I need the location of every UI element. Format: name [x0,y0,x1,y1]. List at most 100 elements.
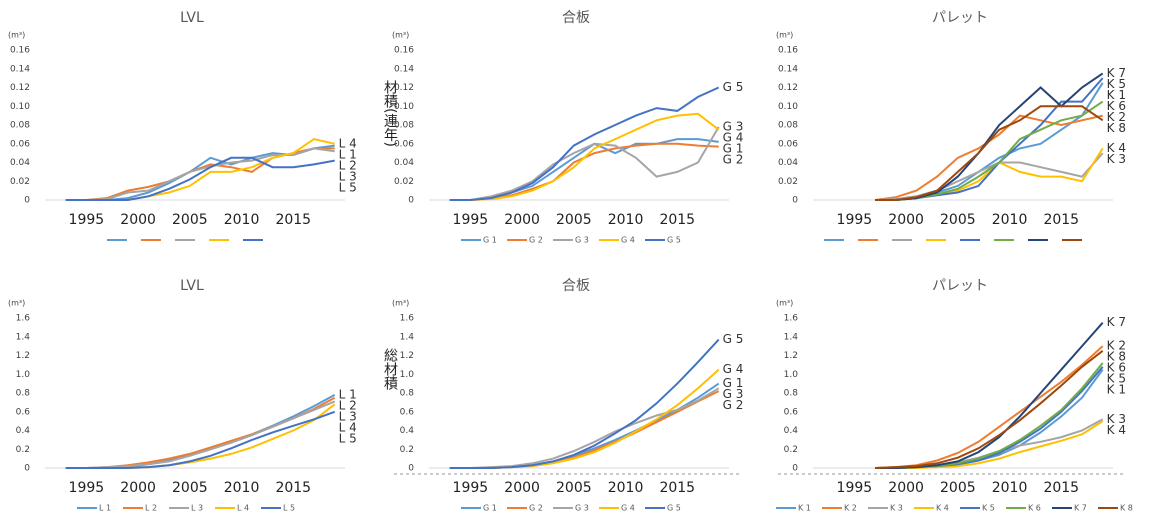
x-tick-label: 2015 [275,480,311,496]
legend-label: G 4 [621,236,635,245]
legend-label: G 2 [529,504,543,513]
y-tick-label: 0.02 [10,177,30,187]
unit-label: (m³) [8,31,25,40]
y-tick-label: 0.16 [394,46,414,56]
legend-label: L 5 [283,504,295,513]
y-axis-label: 総材積 [382,348,398,391]
x-tick-label: 2010 [992,212,1028,228]
x-tick-label: 2000 [888,480,924,496]
end-label: G 1 [723,141,744,155]
end-label: K 3 [1107,152,1126,166]
series-line [875,345,1104,469]
end-label: K 4 [1107,423,1126,437]
legend-label: G 1 [483,504,497,513]
y-tick-label: 1.0 [400,370,415,380]
series-line [875,322,1104,469]
series-line [65,410,336,469]
end-label: K 1 [1107,383,1126,397]
y-tick-label: 0.10 [778,102,798,112]
legend-label: L 3 [191,504,203,513]
x-tick-label: 2010 [608,480,644,496]
series-line [65,156,335,201]
y-tick-label: 0.4 [784,426,799,436]
unit-label: (m³) [392,31,409,40]
x-tick-label: 2015 [275,212,311,228]
end-label: L 4 [339,136,357,150]
end-label: K 8 [1107,121,1126,135]
y-tick-label: 0.06 [778,139,798,149]
unit-label: (m³) [776,299,793,308]
legend-label: G 5 [667,236,681,245]
y-tick-label: 0.08 [10,121,30,131]
end-label: K 5 [1107,372,1126,386]
end-label: K 1 [1107,88,1126,102]
y-tick-label: 0.08 [778,121,798,131]
x-tick-label: 2010 [992,480,1028,496]
end-label: K 2 [1107,110,1126,124]
chart-title: LVL [180,10,204,26]
legend-label: L 1 [99,504,111,513]
y-tick-label: 0.4 [400,426,415,436]
x-tick-label: 2000 [120,480,156,496]
end-label: G 5 [723,332,744,346]
end-label: L 4 [339,420,357,434]
end-label: G 2 [723,152,744,166]
end-label: L 3 [339,409,357,423]
x-tick-label: 2005 [940,480,976,496]
legend-label: K 4 [936,504,949,513]
x-tick-label: 1995 [69,212,105,228]
legend-label: G 4 [621,504,635,513]
end-label: G 5 [723,80,744,94]
x-tick-label: 2015 [1043,480,1079,496]
x-tick-label: 2000 [120,212,156,228]
end-label: K 2 [1107,339,1126,353]
end-label: K 7 [1107,66,1126,80]
unit-label: (m³) [392,299,409,308]
end-label: G 3 [723,119,744,133]
y-tick-label: 0.04 [394,158,414,168]
series-line [65,147,335,201]
y-tick-label: 1.2 [16,351,30,361]
y-tick-label: 0.2 [784,445,798,455]
series-line [874,114,1103,201]
x-tick-label: 2005 [172,480,208,496]
legend-label: K 3 [890,504,903,513]
end-label: K 4 [1107,141,1126,155]
series-line [449,338,720,469]
y-tick-label: 0.16 [778,46,798,56]
y-tick-label: 1.4 [16,332,31,342]
y-tick-label: 1.0 [784,370,799,380]
end-label: L 5 [339,180,357,194]
series-line [65,400,336,469]
series-line [875,350,1104,469]
series-line [875,369,1104,469]
y-tick-label: 1.4 [400,332,415,342]
series-line [449,86,720,201]
y-tick-label: 0.02 [778,177,798,187]
legend-label: L 2 [145,504,157,513]
series-line [65,396,336,469]
chart-title: LVL [180,278,204,294]
legend-label: G 2 [529,236,543,245]
series-line [875,105,1104,201]
end-label: K 6 [1107,99,1126,113]
end-label: L 1 [339,387,357,401]
series-line [449,112,720,201]
x-tick-label: 1995 [837,212,873,228]
y-axis-label: 材積(連年) [382,80,398,147]
end-label: L 1 [339,147,357,161]
series-line [449,126,720,201]
y-tick-label: 0.4 [16,426,31,436]
y-tick-label: 0 [24,196,30,206]
y-tick-label: 0.04 [778,158,798,168]
y-tick-label: 0.16 [10,46,30,56]
x-tick-label: 2000 [888,212,924,228]
x-tick-label: 1995 [69,480,105,496]
legend-label: K 6 [1028,504,1041,513]
y-tick-label: 0.6 [400,407,415,417]
x-tick-label: 1995 [453,480,489,496]
y-tick-label: 1.0 [16,370,31,380]
y-tick-label: 0.2 [400,445,414,455]
y-tick-label: 0.02 [394,177,414,187]
x-tick-label: 1995 [453,212,489,228]
